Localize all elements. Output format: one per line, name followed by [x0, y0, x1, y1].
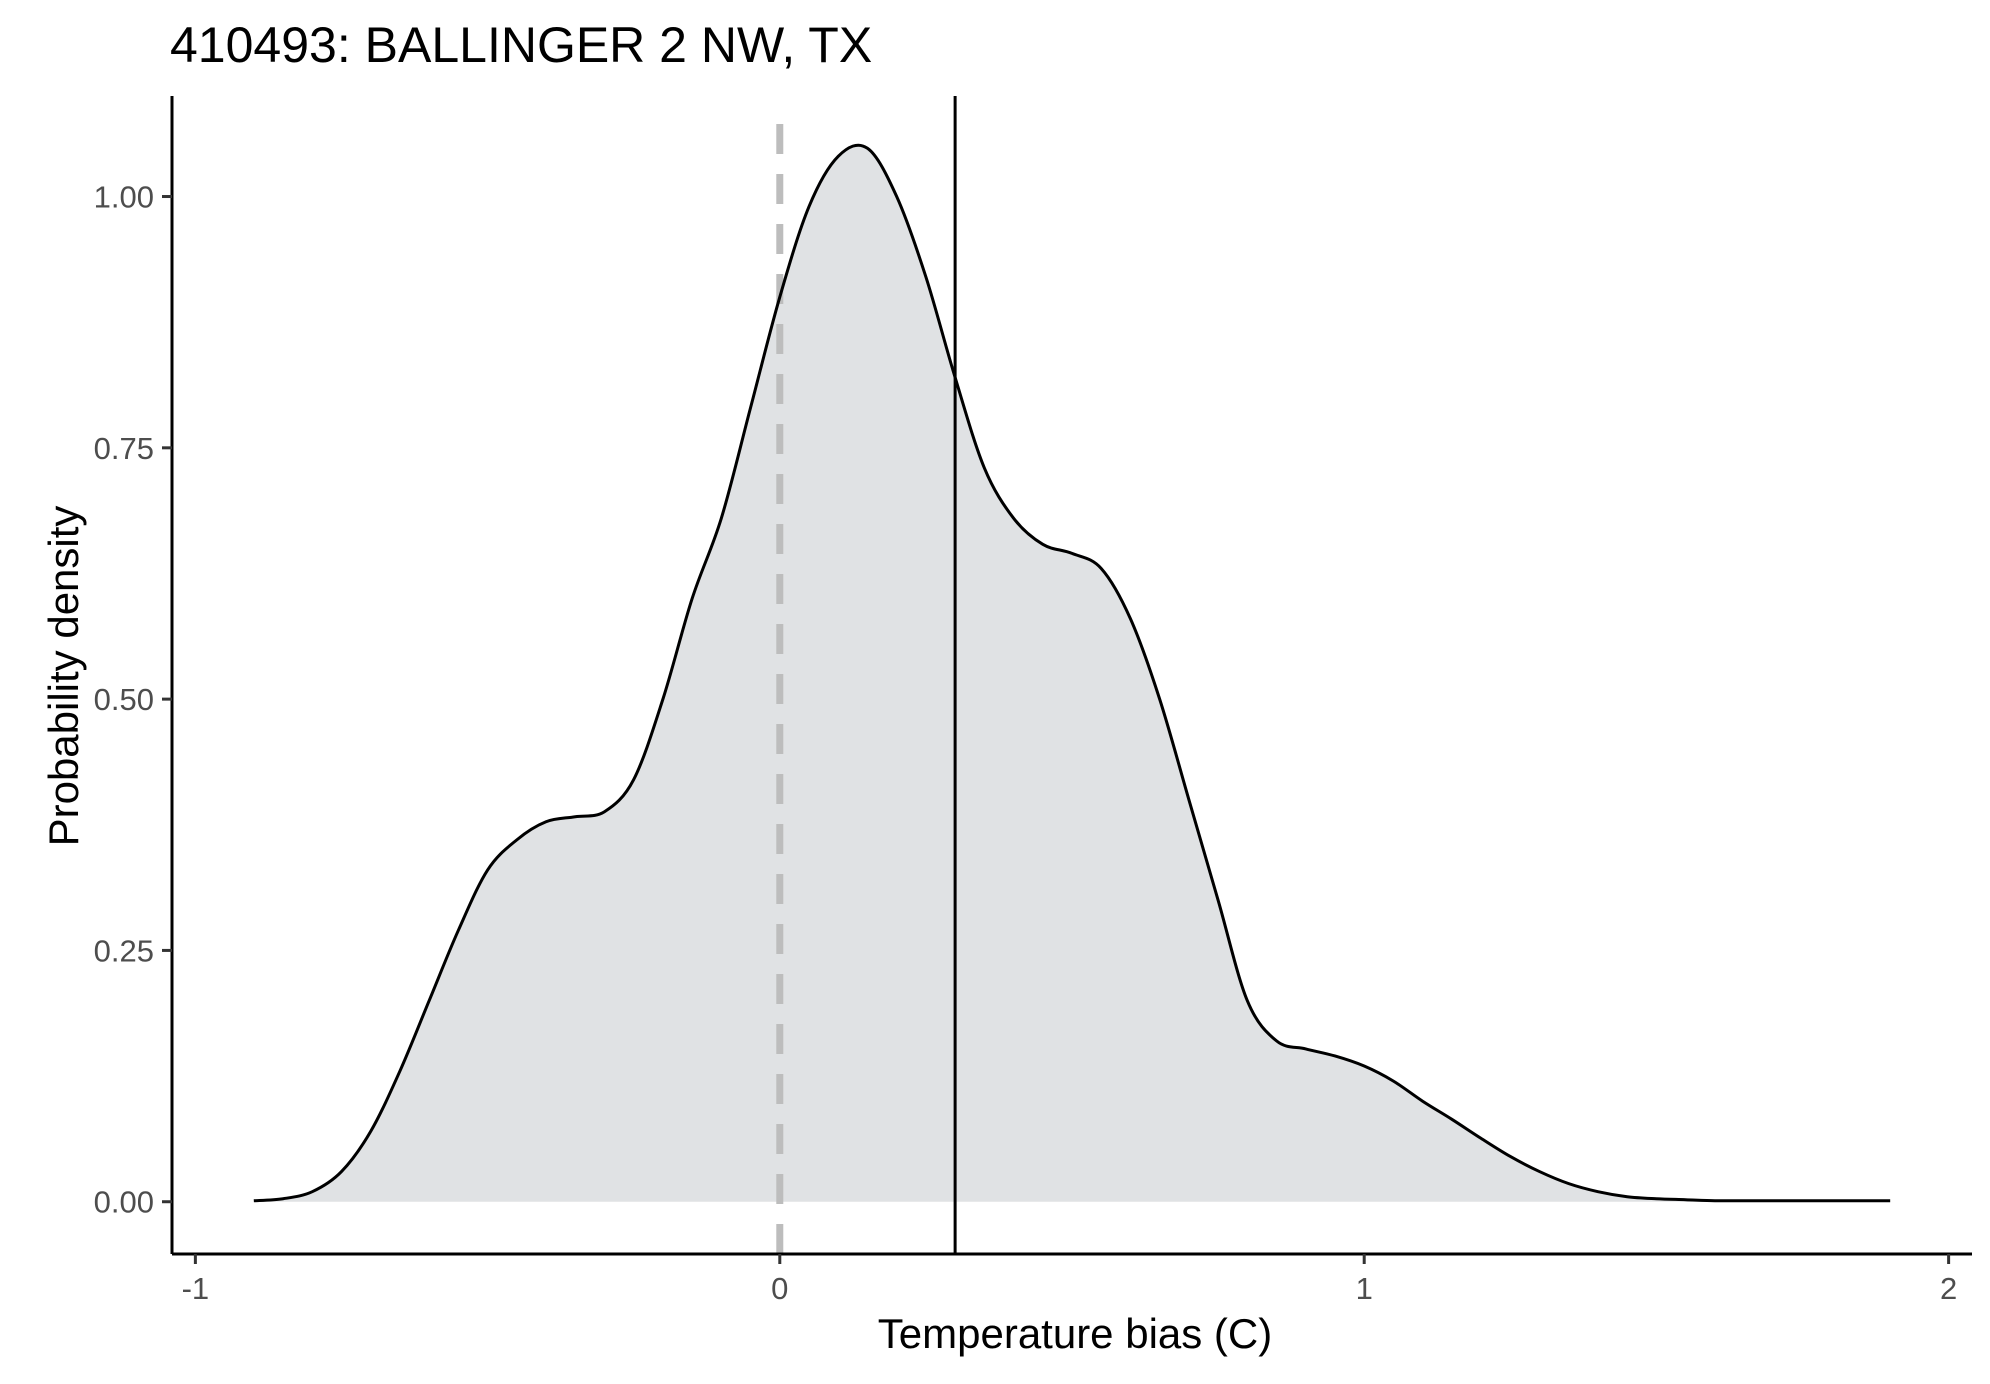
y-axis-label: Probability density — [40, 505, 87, 847]
x-tick-label: 2 — [1940, 1271, 1957, 1306]
plot-area — [253, 96, 1891, 1254]
density-curve — [253, 143, 1891, 1203]
chart-title: 410493: BALLINGER 2 NW, TX — [170, 17, 873, 73]
x-axis-ticks: -1 0 1 2 — [182, 1254, 1957, 1306]
x-tick-label: 1 — [1356, 1271, 1373, 1306]
y-tick-label: 0.00 — [94, 1185, 154, 1220]
y-tick-label: 0.75 — [94, 431, 154, 466]
x-tick-label: -1 — [182, 1271, 210, 1306]
y-tick-label: 0.25 — [94, 933, 154, 968]
y-axis-ticks: 0.00 0.25 0.50 0.75 1.00 — [94, 180, 172, 1220]
y-tick-label: 0.50 — [94, 682, 154, 717]
y-tick-label: 1.00 — [94, 180, 154, 215]
density-area — [253, 145, 1891, 1202]
x-tick-label: 0 — [771, 1271, 788, 1306]
